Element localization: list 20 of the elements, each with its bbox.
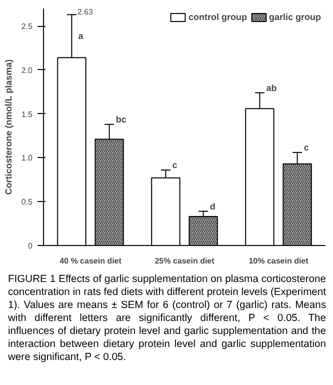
data-label: d bbox=[210, 201, 216, 212]
x-tick-label: 10% casein diet bbox=[248, 256, 309, 266]
caption: FIGURE 1 Effects of garlic supplementation on plasma corticosterone concentration in rats fed diets with different protein levels (Experiment 1). Values are means ± SEM for 6 (control) or 7 (garlic) rats. Means with different letters are significantly different, P < 0.05. The influences of dietary protein level and garlic supplementation and the interaction between dietary protein level and garlic supplementation were significant, P < 0.05. bbox=[8, 273, 326, 364]
y-tick-label: 2.0 bbox=[21, 66, 34, 75]
x-tick-label: 25% casein diet bbox=[154, 256, 215, 266]
y-tick-label: 2.5 bbox=[21, 22, 34, 32]
data-label: bc bbox=[116, 114, 126, 124]
y-tick-label: 1.0 bbox=[21, 154, 34, 163]
data-label: a bbox=[78, 31, 84, 42]
y-tick-label: 0.5 bbox=[21, 198, 34, 207]
data-label: c bbox=[304, 142, 309, 152]
data-label: ab bbox=[266, 82, 278, 93]
y-tick-label: 0 bbox=[28, 242, 34, 250]
x-tick-label: 40 % casein diet bbox=[60, 256, 122, 266]
legend-label: control group bbox=[188, 12, 247, 22]
legend-label: garlic group bbox=[268, 12, 321, 22]
annotation: 2.63 bbox=[77, 8, 94, 16]
data-label: c bbox=[172, 160, 178, 170]
y-tick-label: 1.5 bbox=[21, 110, 34, 119]
y-axis-title: Corticosterone (nmol/L plasma) bbox=[3, 59, 14, 195]
